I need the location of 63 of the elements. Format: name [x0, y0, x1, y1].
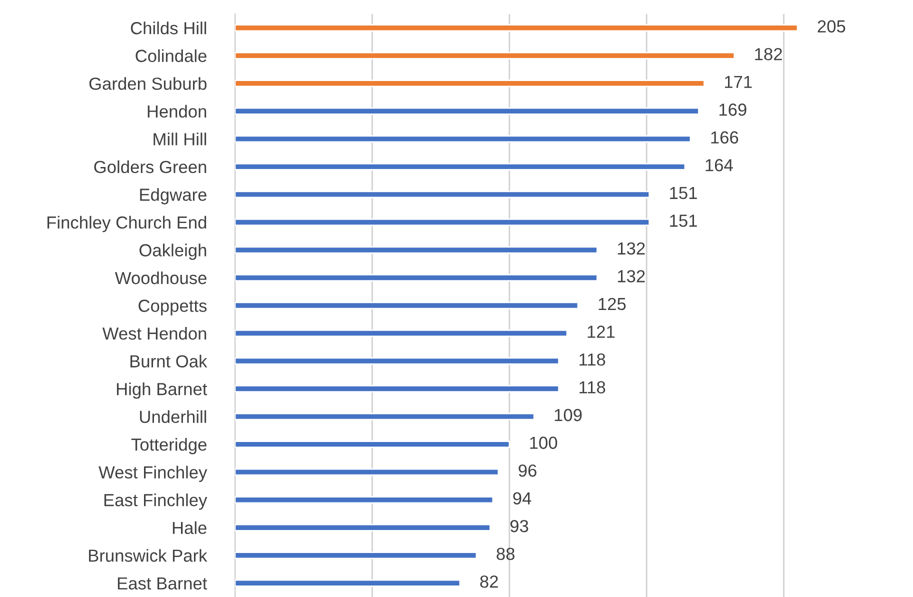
data-label: 132	[618, 242, 645, 255]
data-label: 169	[719, 104, 746, 116]
y-tick-label: West Finchley	[98, 466, 208, 482]
data-label: 151	[670, 187, 697, 200]
bar	[235, 357, 560, 365]
y-tick-label: Brunswick Park	[89, 549, 208, 562]
y-tick-label: Totteridge	[131, 438, 206, 454]
y-tick-label: West Hendon	[102, 326, 206, 340]
bar	[235, 135, 692, 143]
bar	[235, 80, 705, 88]
data-label: 93	[510, 520, 528, 532]
y-tick-label: Edgware	[140, 188, 206, 204]
y-tick-label: Golders Green	[94, 160, 206, 174]
y-tick-label: Mill Hill	[154, 132, 206, 146]
data-label: 132	[618, 270, 645, 282]
y-tick-label: Finchley Church End	[48, 216, 206, 232]
y-tick-label: Colindale	[136, 49, 206, 62]
bar	[235, 552, 478, 560]
bar	[235, 330, 568, 338]
bar	[235, 274, 598, 282]
bar	[235, 52, 736, 60]
bar	[235, 468, 500, 476]
data-label: 94	[513, 492, 532, 504]
y-tick-label: Oakleigh	[140, 244, 206, 260]
data-label: 125	[598, 298, 626, 310]
y-tick-label: Coppetts	[138, 300, 207, 316]
bar	[235, 246, 598, 254]
data-label: 171	[724, 76, 752, 88]
data-label: 121	[588, 326, 615, 338]
bar	[235, 579, 461, 587]
bar	[235, 440, 510, 448]
y-tick-label: Hendon	[148, 104, 206, 118]
data-label: 118	[580, 381, 606, 394]
bar	[235, 496, 494, 504]
data-label: 205	[818, 20, 846, 33]
bar	[235, 107, 700, 115]
data-label: 118	[580, 353, 606, 366]
bar	[235, 190, 650, 198]
bar	[235, 385, 560, 393]
y-tick-label: Garden Suburb	[89, 77, 207, 90]
y-tick-label: East Finchley	[104, 494, 208, 510]
bar	[235, 302, 579, 310]
data-label: 151	[670, 214, 697, 227]
data-label: 96	[518, 464, 536, 477]
bar	[235, 162, 686, 170]
y-tick-label: East Barnet	[118, 577, 208, 590]
data-label: 164	[706, 159, 733, 172]
y-tick-label: Woodhouse	[114, 271, 206, 284]
data-label: 100	[530, 436, 558, 449]
y-tick-label: High Barnet	[116, 382, 208, 399]
data-label: 88	[496, 548, 514, 560]
bar	[235, 218, 650, 226]
data-label: 166	[711, 131, 738, 144]
data-label: 109	[554, 408, 582, 422]
y-tick-label: Childs Hill	[130, 22, 206, 34]
bar	[235, 24, 798, 32]
y-tick-label: Underhill	[140, 410, 206, 424]
bar	[235, 412, 535, 420]
y-tick-label: Hale	[172, 521, 206, 534]
bar	[235, 524, 491, 532]
data-label: 182	[755, 48, 782, 60]
data-label: 82	[480, 575, 498, 588]
y-tick-label: Burnt Oak	[130, 354, 208, 368]
